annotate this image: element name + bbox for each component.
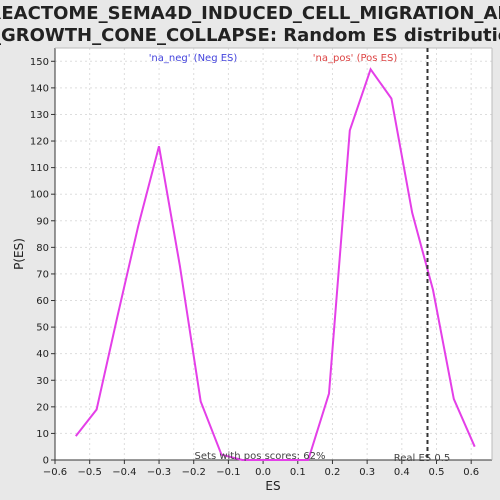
- neg-es-label: 'na_neg' (Neg ES): [149, 53, 238, 64]
- y-tick-label: 70: [36, 269, 49, 280]
- x-tick-label: −0.2: [182, 467, 206, 478]
- chart-title-line-2: D_GROWTH_CONE_COLLAPSE: Random ES distri…: [0, 25, 500, 46]
- sets-with-pos-scores-label: Sets with pos scores: 62%: [195, 451, 326, 462]
- y-tick-label: 60: [36, 296, 49, 307]
- y-tick-label: 110: [30, 163, 49, 174]
- y-tick-label: 140: [30, 83, 49, 94]
- y-tick-label: 0: [43, 456, 49, 467]
- x-axis-title: ES: [265, 479, 280, 493]
- x-tick-label: 0.4: [394, 467, 410, 478]
- x-tick-label: 0.3: [359, 467, 375, 478]
- y-tick-label: 150: [30, 57, 49, 68]
- y-tick-label: 30: [36, 376, 49, 387]
- x-tick-label: 0.0: [255, 467, 271, 478]
- y-tick-label: 130: [30, 110, 49, 121]
- x-tick-label: −0.3: [147, 467, 171, 478]
- y-tick-label: 40: [36, 349, 49, 360]
- chart-title-line-1: REACTOME_SEMA4D_INDUCED_CELL_MIGRATION_A…: [0, 3, 500, 24]
- y-tick-label: 90: [36, 216, 49, 227]
- y-tick-label: 10: [36, 429, 49, 440]
- grid-lines: [54, 48, 492, 461]
- y-tick-label: 20: [36, 402, 49, 413]
- x-tick-label: 0.6: [463, 467, 479, 478]
- x-tick-label: 0.2: [325, 467, 341, 478]
- y-axis-ticks: 0 10 20 30 40 50 60 70 80 90 100 110 120 130 140 150: [30, 57, 55, 467]
- x-tick-label: −0.5: [78, 467, 102, 478]
- y-tick-label: 50: [36, 323, 49, 334]
- x-tick-label: 0.1: [290, 467, 306, 478]
- x-tick-label: −0.1: [216, 467, 240, 478]
- x-axis-ticks: −0.6 −0.5 −0.4 −0.3 −0.2 −0.1 0.0 0.1 0.2 0.3 0.4 0…: [43, 460, 479, 478]
- y-tick-label: 80: [36, 243, 49, 254]
- x-tick-label: 0.5: [429, 467, 445, 478]
- x-tick-label: −0.6: [43, 467, 67, 478]
- y-tick-label: 100: [30, 190, 49, 201]
- pos-es-label: 'na_pos' (Pos ES): [313, 53, 398, 64]
- plot-area: [55, 48, 492, 460]
- real-es-label: Real ES 0.5: [394, 453, 450, 464]
- y-tick-label: 120: [30, 137, 49, 148]
- es-distribution-line: [75, 67, 476, 461]
- y-axis-title: P(ES): [12, 238, 26, 270]
- x-tick-label: −0.4: [112, 467, 136, 478]
